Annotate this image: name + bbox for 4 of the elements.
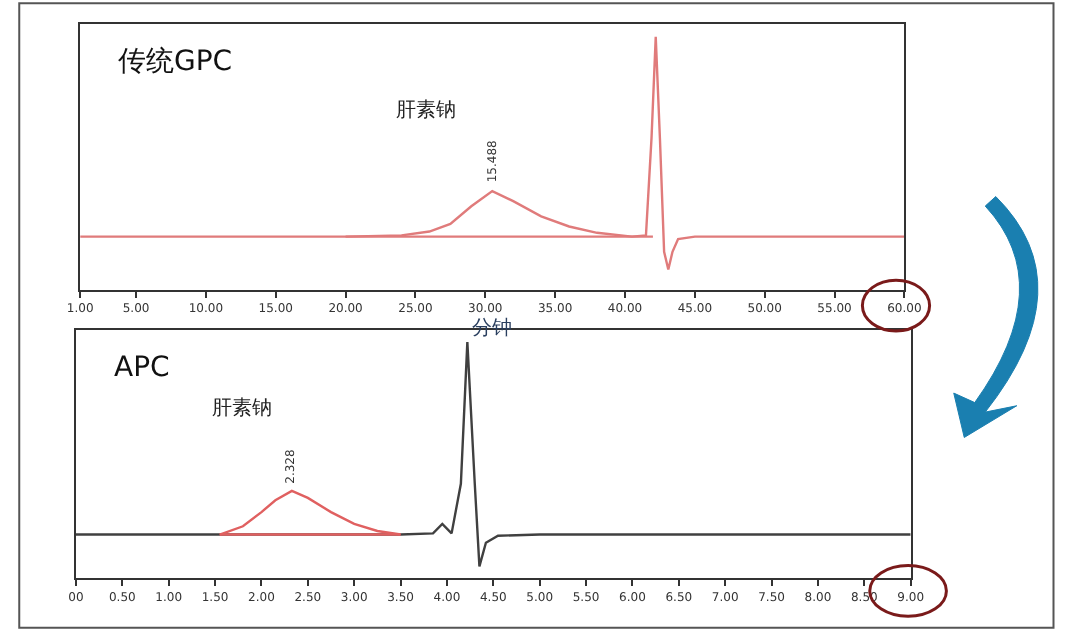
annotation: 肝素钠 <box>212 396 272 420</box>
annotation: 肝素钠 <box>396 98 456 122</box>
chart-title: 传统GPC <box>118 46 233 78</box>
chart-title: APC <box>114 352 171 384</box>
